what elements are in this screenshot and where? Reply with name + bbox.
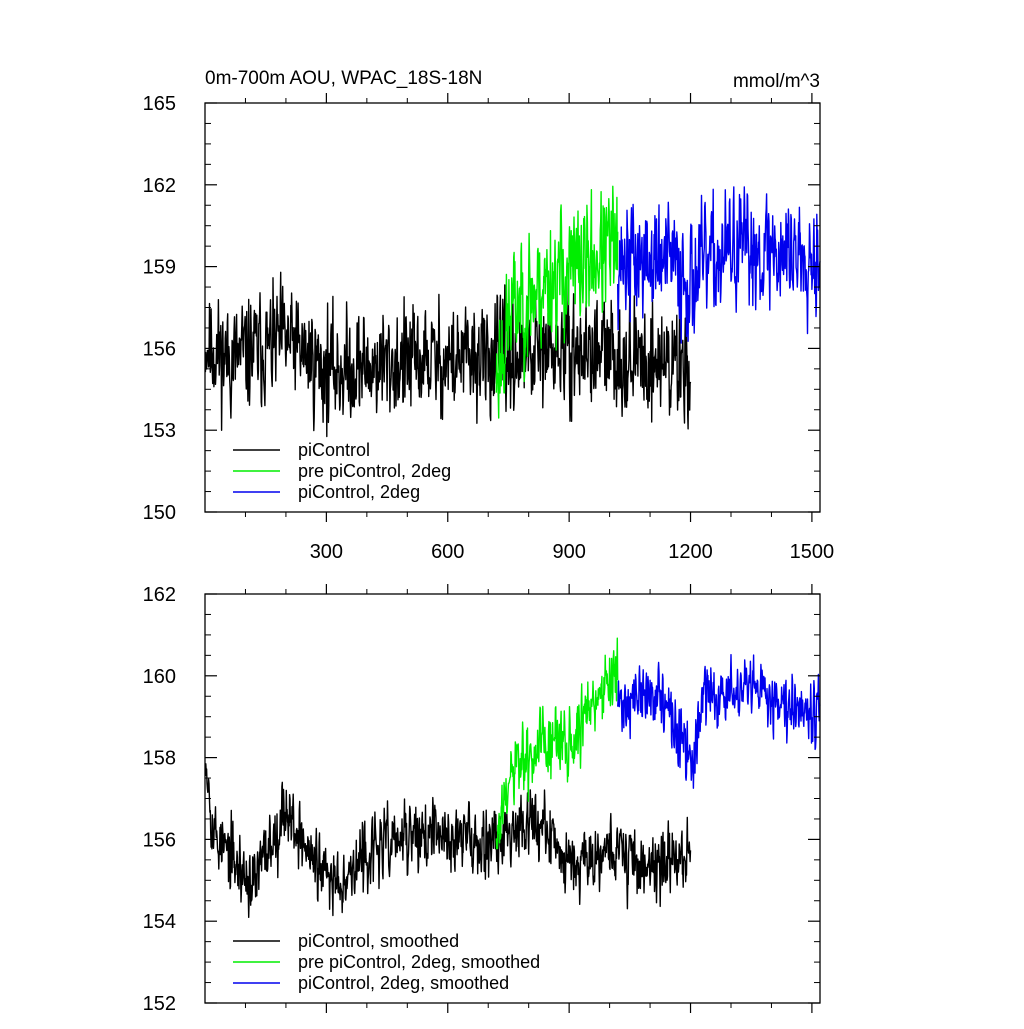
chart-panel-1: 0m-700m AOU, WPAC_18S-18N mmol/m^3 150 153 1… [143, 68, 835, 563]
y-tick-label: 150 [143, 502, 176, 524]
x-tick-label: 900 [552, 541, 585, 563]
y-tick-label: 159 [143, 257, 176, 279]
y-tick-label: 165 [143, 93, 176, 115]
y-tick-label: 154 [143, 911, 176, 933]
series-line-2 [495, 185, 619, 419]
series-line-3 [617, 186, 821, 344]
x-tick-label: 1200 [668, 541, 713, 563]
y-tick-label: 156 [143, 338, 176, 360]
y-tick-label: 152 [143, 993, 176, 1015]
legend-label: pre piControl, 2deg [298, 461, 451, 481]
legend-label: piControl [298, 440, 370, 460]
series-line-2 [495, 637, 619, 850]
legend-label: piControl, smoothed [298, 931, 459, 951]
y-tick-label: 162 [143, 584, 176, 606]
x-tick-label: 1500 [790, 541, 835, 563]
series-line-1 [204, 271, 692, 438]
y-tick-label: 156 [143, 829, 176, 851]
y-tick-label: 160 [143, 666, 176, 688]
legend-label: piControl, 2deg [298, 482, 420, 502]
legend-label: pre piControl, 2deg, smoothed [298, 952, 540, 972]
x-tick-label: 300 [310, 541, 343, 563]
x-tick-label: 600 [431, 541, 464, 563]
legend-label: piControl, 2deg, smoothed [298, 973, 509, 993]
y-tick-label: 158 [143, 748, 176, 770]
y-tick-label: 153 [143, 420, 176, 442]
chart-panel-2: 152 154 156 158 160 162 piControl, smoothedpre… [143, 584, 821, 1015]
series-line-3 [617, 654, 821, 789]
chart-title: 0m-700m AOU, WPAC_18S-18N [205, 68, 482, 89]
chart-units-label: mmol/m^3 [733, 71, 820, 92]
y-tick-label: 162 [143, 175, 176, 197]
series-line-1 [204, 763, 692, 918]
